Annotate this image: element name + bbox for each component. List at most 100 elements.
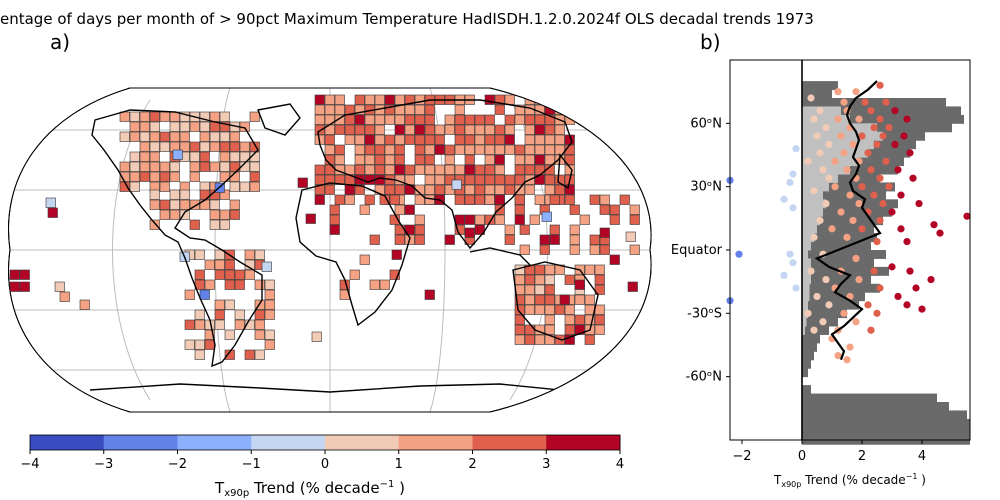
grid-cell <box>494 134 505 145</box>
grid-cell <box>394 204 405 215</box>
trend-point <box>873 140 881 149</box>
land-fraction-bar <box>802 81 838 91</box>
grid-cell <box>464 227 475 238</box>
grid-cell <box>264 339 275 350</box>
land-fraction-bar <box>802 402 949 411</box>
trend-point <box>906 149 914 157</box>
grid-cell <box>234 269 245 280</box>
grid-cell <box>564 104 575 115</box>
station-fraction-bar <box>802 190 823 200</box>
grid-cell <box>149 121 160 132</box>
colorbar-tick-label: −4 <box>20 457 39 472</box>
grid-cell <box>254 349 265 360</box>
grid-cell <box>584 314 595 325</box>
trend-point <box>840 98 848 106</box>
grid-cell <box>504 174 515 185</box>
colorbar-tick-label: 4 <box>616 457 624 472</box>
grid-cell <box>239 151 250 162</box>
grid-cell <box>569 234 580 245</box>
grid-cell <box>149 171 160 182</box>
grid-cell <box>534 304 545 315</box>
trend-point <box>894 166 902 174</box>
grid-cell <box>414 144 425 155</box>
y-tick-label: 60ᵒN <box>690 116 722 131</box>
grid-cell <box>534 264 545 275</box>
colorbar-segment <box>103 435 178 450</box>
grid-cell <box>179 189 190 200</box>
trend-point <box>870 123 878 132</box>
grid-cell <box>599 227 610 238</box>
grid-cell <box>209 111 220 122</box>
grid-cell <box>534 194 545 205</box>
grid-cell <box>484 214 495 225</box>
grid-cell <box>224 279 235 290</box>
grid-cell <box>484 154 495 165</box>
grid-cell <box>264 329 275 340</box>
grid-cell <box>334 154 345 165</box>
grid-cell <box>229 151 240 162</box>
grid-cell <box>234 279 245 290</box>
grid-cell <box>544 164 555 175</box>
grid-cell <box>159 111 170 122</box>
grid-cell <box>149 141 160 152</box>
grid-cell <box>434 184 445 195</box>
grid-cell <box>219 121 230 132</box>
grid-cell <box>464 194 475 205</box>
trend-point <box>885 123 893 132</box>
grid-cell <box>414 194 425 205</box>
grid-cell <box>559 294 570 305</box>
grid-cell <box>384 144 395 155</box>
grid-cell <box>414 214 425 225</box>
x-axis-label: Tx90p Trend (% decade−1 ) <box>773 472 926 489</box>
grid-cell <box>209 209 220 220</box>
land-fraction-bar <box>802 106 961 116</box>
land-fraction-bar <box>802 418 970 428</box>
land-fraction-bar <box>802 190 886 200</box>
grid-cell <box>454 214 465 225</box>
station-fraction-bar <box>802 123 877 133</box>
trend-point <box>879 199 887 208</box>
colorbar-label: Tx90p Trend (% decade−1 ) <box>214 479 405 499</box>
grid-cell <box>414 124 425 135</box>
grid-cell <box>305 213 316 224</box>
grid-cell <box>494 184 505 195</box>
grid-cell <box>359 204 370 215</box>
land-fraction-bar <box>802 283 880 293</box>
trend-point <box>873 237 881 246</box>
grid-cell <box>544 264 555 275</box>
trend-point <box>897 191 905 199</box>
grid-cell <box>524 324 535 335</box>
grid-cell <box>199 121 210 132</box>
grid-cell <box>394 114 405 125</box>
grid-cell <box>629 214 640 225</box>
grid-cell <box>374 154 385 165</box>
grid-cell <box>544 174 555 185</box>
grid-cell <box>589 234 600 245</box>
grid-cell <box>514 114 525 125</box>
trend-point <box>864 149 872 157</box>
trend-point <box>816 216 824 225</box>
trend-point <box>867 326 875 334</box>
grid-cell <box>209 141 220 152</box>
grid-cell <box>529 214 540 225</box>
grid-cell <box>514 274 525 285</box>
trend-point <box>843 356 851 364</box>
figure-title: entage of days per month of > 90pct Maxi… <box>0 10 814 28</box>
trend-point <box>903 237 911 246</box>
grid-cell <box>364 94 375 105</box>
grid-cell <box>494 214 505 225</box>
station-fraction-bar <box>802 114 850 124</box>
grid-cell <box>444 234 455 245</box>
land-fraction-bar <box>802 207 892 217</box>
grid-cell <box>364 154 375 165</box>
grid-cell <box>219 141 230 152</box>
station-fraction-bar <box>802 300 808 310</box>
grid-cell <box>179 209 190 220</box>
trend-point <box>822 123 830 132</box>
station-fraction-bar <box>802 233 814 243</box>
grid-cell <box>364 114 375 125</box>
grid-cell <box>504 134 515 145</box>
trend-point <box>930 221 938 229</box>
grid-cell <box>169 121 180 132</box>
grid-cell <box>169 199 180 210</box>
